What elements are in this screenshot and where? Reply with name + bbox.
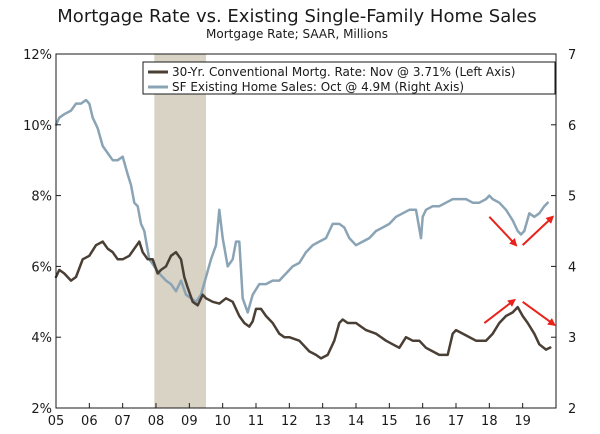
x-tick-label: 12 bbox=[281, 414, 298, 429]
x-tick-label: 16 bbox=[414, 414, 431, 429]
trend-arrow bbox=[483, 298, 516, 324]
right-tick-label: 3 bbox=[568, 331, 576, 346]
left-tick-label: 12% bbox=[23, 48, 52, 63]
annotation-arrows bbox=[483, 215, 556, 326]
x-tick-label: 14 bbox=[348, 414, 365, 429]
right-axis: 2 3 4 5 6 7 bbox=[551, 48, 576, 417]
recession-band bbox=[154, 54, 206, 408]
left-axis: 2% 4% 6% 8% 10% 12% bbox=[23, 48, 61, 417]
left-tick-label: 4% bbox=[31, 331, 52, 346]
series-layer bbox=[54, 98, 552, 360]
x-tick-label: 10 bbox=[214, 414, 231, 429]
right-tick-label: 4 bbox=[568, 260, 576, 275]
x-tick-label: 13 bbox=[314, 414, 331, 429]
x-tick-label: 05 bbox=[48, 414, 65, 429]
right-tick-label: 6 bbox=[568, 119, 576, 134]
x-tick-label: 18 bbox=[481, 414, 498, 429]
trend-arrow bbox=[522, 300, 556, 326]
legend-label-home-sales: SF Existing Home Sales: Oct @ 4.9M (Righ… bbox=[172, 80, 464, 94]
left-tick-label: 2% bbox=[31, 402, 52, 417]
recession-band-layer bbox=[154, 54, 206, 408]
left-tick-label: 8% bbox=[31, 190, 52, 205]
x-tick-label: 11 bbox=[248, 414, 265, 429]
x-tick-label: 07 bbox=[114, 414, 131, 429]
trend-arrow bbox=[521, 215, 555, 246]
legend-box bbox=[142, 61, 556, 95]
x-axis: 05 06 07 08 09 10 11 12 13 14 15 16 17 18 19 bbox=[48, 403, 531, 429]
legend: 30-Yr. Conventional Mortg. Rate: Nov @ 3… bbox=[142, 61, 556, 95]
series-line-mortgage-rate bbox=[54, 240, 552, 360]
right-tick-label: 5 bbox=[568, 190, 576, 205]
legend-label-mortgage-rate: 30-Yr. Conventional Mortg. Rate: Nov @ 3… bbox=[172, 65, 515, 79]
right-tick-label: 2 bbox=[568, 402, 576, 417]
x-tick-label: 09 bbox=[181, 414, 198, 429]
x-tick-label: 19 bbox=[514, 414, 531, 429]
trend-arrow bbox=[488, 216, 518, 247]
chart-title: Mortgage Rate vs. Existing Single-Family… bbox=[57, 6, 536, 27]
x-tick-label: 17 bbox=[448, 414, 465, 429]
series-line-home-sales bbox=[54, 98, 549, 314]
plot-frame bbox=[55, 53, 557, 409]
right-tick-label: 7 bbox=[568, 48, 576, 63]
x-tick-label: 08 bbox=[148, 414, 165, 429]
chart-subtitle: Mortgage Rate; SAAR, Millions bbox=[206, 27, 388, 41]
left-tick-label: 6% bbox=[31, 260, 52, 275]
x-tick-label: 15 bbox=[381, 414, 398, 429]
x-tick-label: 06 bbox=[81, 414, 98, 429]
left-tick-label: 10% bbox=[23, 119, 52, 134]
